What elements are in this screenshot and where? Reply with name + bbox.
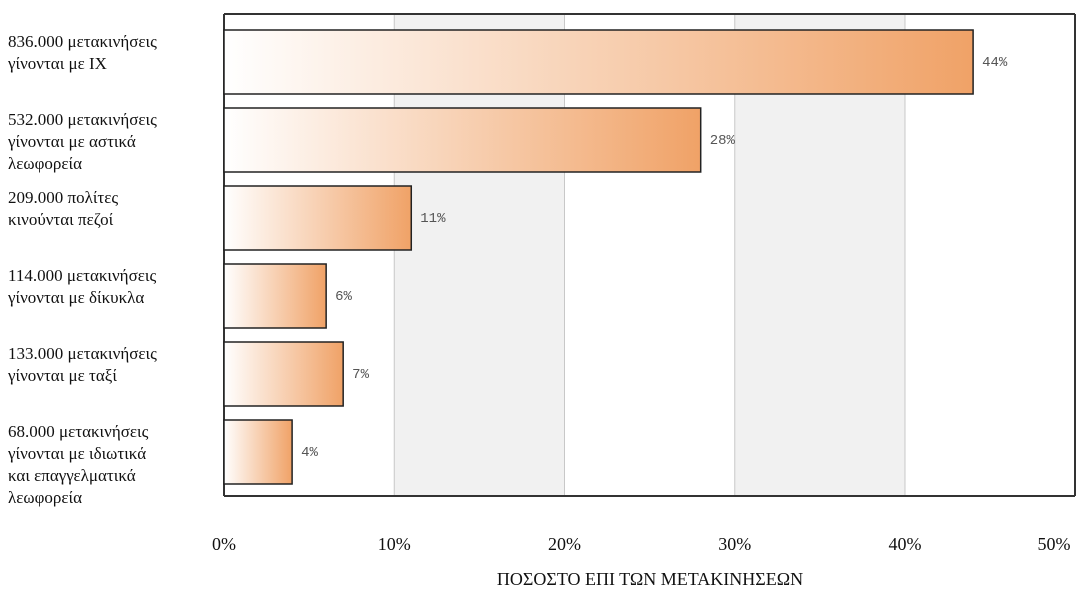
bar	[223, 107, 702, 173]
category-label-line: 114.000 μετακινήσεις	[8, 266, 156, 285]
category-label-line: 532.000 μετακινήσεις	[8, 110, 157, 129]
bar-value-label: 7%	[352, 367, 369, 383]
category-label-line: λεωφορεία	[8, 488, 82, 507]
category-label-line: γίνονται με αστικά	[7, 132, 136, 151]
category-label-line: 209.000 πολίτες	[8, 188, 118, 207]
category-label-line: λεωφορεία	[8, 154, 82, 173]
category-label-line: γίνονται με δίκυκλα	[7, 288, 144, 307]
category-label-line: 68.000 μετακινήσεις	[8, 422, 149, 441]
x-tick-labels: 0% 10% 20% 30% 40% 50%	[212, 534, 1071, 554]
bar-value-label: 11%	[420, 211, 446, 227]
bar-value-label: 4%	[301, 445, 318, 461]
x-tick-label: 40%	[889, 534, 922, 554]
category-label: 114.000 μετακινήσεις γίνονται με δίκυκλα	[7, 266, 156, 307]
category-labels: 836.000 μετακινήσεις γίνονται με ΙΧ 532.00…	[7, 32, 157, 507]
x-axis-title: ΠΟΣΟΣΤΟ ΕΠΙ ΤΩΝ ΜΕΤΑΚΙΝΗΣΕΩΝ	[497, 569, 803, 589]
bar-value-label: 28%	[710, 133, 736, 149]
category-label-line: κινούνται πεζοί	[8, 210, 114, 229]
bar	[223, 29, 974, 95]
x-tick-label: 20%	[548, 534, 581, 554]
category-label: 68.000 μετακινήσεις γίνονται με ιδιωτικά κ…	[7, 422, 149, 507]
x-tick-label: 50%	[1038, 534, 1071, 554]
category-label-line: γίνονται με ταξί	[7, 366, 117, 385]
category-label: 836.000 μετακινήσεις γίνονται με ΙΧ	[7, 32, 157, 73]
bar	[223, 419, 293, 485]
bar	[223, 263, 327, 329]
category-label-line: γίνονται με ΙΧ	[7, 54, 107, 73]
bars	[223, 29, 974, 485]
bar	[223, 341, 344, 407]
x-tick-label: 0%	[212, 534, 236, 554]
category-label: 133.000 μετακινήσεις γίνονται με ταξί	[7, 344, 157, 385]
category-label: 532.000 μετακινήσεις γίνονται με αστικά λε…	[7, 110, 157, 173]
category-label-line: 836.000 μετακινήσεις	[8, 32, 157, 51]
category-label-line: γίνονται με ιδιωτικά	[7, 444, 146, 463]
bar-value-label: 44%	[982, 55, 1008, 71]
x-tick-label: 30%	[718, 534, 751, 554]
category-label-line: και επαγγελματικά	[8, 466, 136, 485]
bar	[223, 185, 413, 251]
value-labels: 44% 28% 11% 6% 7% 4%	[301, 55, 1008, 461]
bar-value-label: 6%	[335, 289, 352, 305]
x-tick-label: 10%	[378, 534, 411, 554]
category-label: 209.000 πολίτες κινούνται πεζοί	[8, 188, 118, 229]
category-label-line: 133.000 μετακινήσεις	[8, 344, 157, 363]
